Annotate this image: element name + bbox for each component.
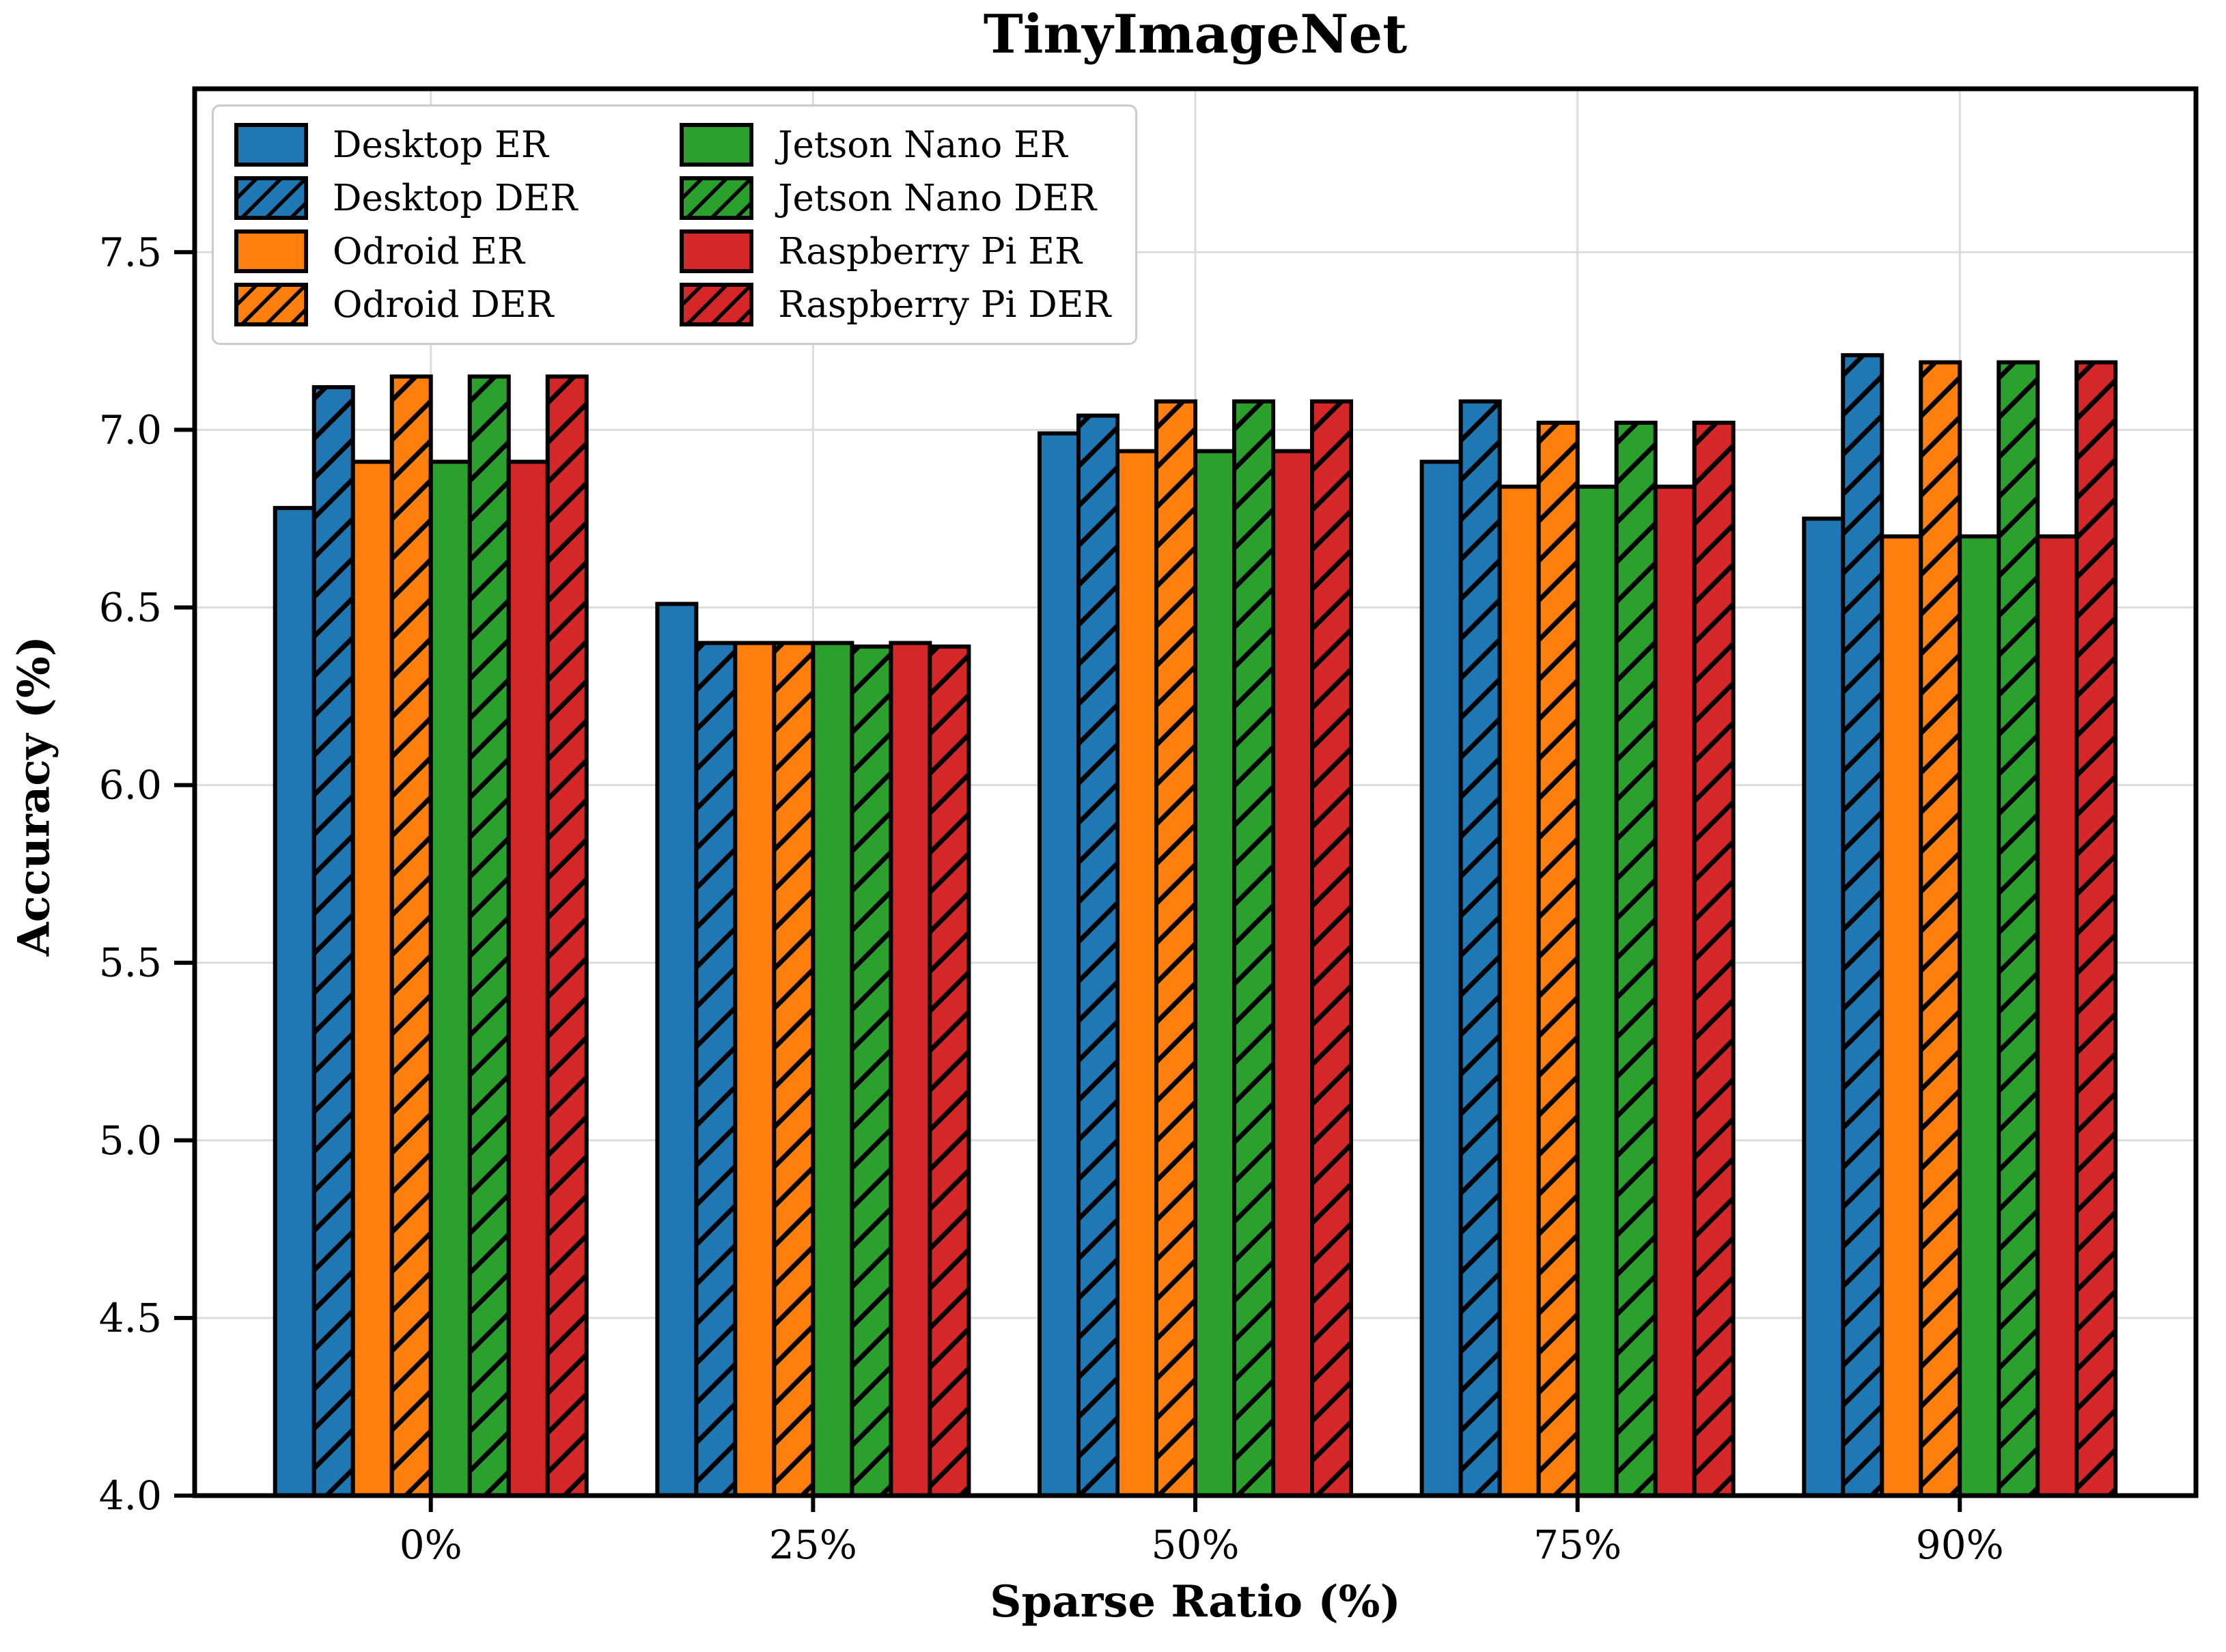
x-tick-label: 25%: [769, 1522, 857, 1568]
bar-odroid-der-25-: [772, 641, 816, 1498]
legend-label: Jetson Nano DER: [778, 177, 1097, 219]
bar-jetson-nano-er-50-: [1193, 449, 1236, 1498]
chart-title: TinyImageNet: [983, 3, 1408, 66]
bar-jetson-nano-der-90-: [1997, 360, 2040, 1498]
bar-raspberry-pi-er-0-: [506, 460, 550, 1498]
bar-desktop-er-25-: [655, 602, 699, 1498]
legend-item-odroid-der: Odroid DER: [234, 283, 577, 326]
legend-label: Raspberry Pi DER: [778, 283, 1111, 326]
bar-desktop-der-0-: [311, 384, 355, 1498]
bar-jetson-nano-er-25-: [811, 641, 854, 1498]
bar-desktop-der-25-: [694, 641, 738, 1498]
bar-raspberry-pi-der-25-: [928, 644, 971, 1498]
bar-raspberry-pi-der-75-: [1692, 420, 1736, 1498]
legend-item-jetson-nano-er: Jetson Nano ER: [680, 123, 1111, 167]
bar-odroid-er-75-: [1497, 484, 1541, 1498]
bar-odroid-er-25-: [733, 641, 777, 1498]
y-tick-label: 6.0: [99, 762, 162, 809]
bar-raspberry-pi-der-50-: [1310, 399, 1353, 1498]
bar-desktop-er-75-: [1419, 460, 1463, 1498]
bar-jetson-nano-er-0-: [428, 460, 472, 1498]
legend-item-raspberry-pi-der: Raspberry Pi DER: [680, 283, 1111, 326]
legend-item-jetson-nano-der: Jetson Nano DER: [680, 176, 1111, 220]
x-tick-label: 0%: [400, 1522, 462, 1568]
bar-jetson-nano-der-25-: [850, 644, 893, 1498]
legend-item-raspberry-pi-er: Raspberry Pi ER: [680, 229, 1111, 273]
bar-desktop-der-75-: [1458, 399, 1502, 1498]
bar-odroid-er-0-: [350, 460, 394, 1498]
bar-desktop-der-50-: [1076, 413, 1119, 1498]
y-tick-label: 6.5: [99, 584, 162, 630]
x-tick-label: 75%: [1533, 1522, 1622, 1568]
legend-label: Jetson Nano ER: [778, 124, 1068, 166]
legend-swatch-solid: [680, 123, 754, 167]
legend-swatch-solid: [680, 229, 754, 273]
bar-jetson-nano-er-75-: [1575, 484, 1619, 1498]
bar-desktop-er-90-: [1802, 516, 1846, 1498]
legend-swatch-hatched: [680, 176, 754, 220]
bar-raspberry-pi-er-25-: [889, 641, 932, 1498]
bar-raspberry-pi-er-75-: [1653, 484, 1697, 1498]
legend-item-desktop-der: Desktop DER: [234, 176, 577, 220]
bar-odroid-der-0-: [389, 374, 433, 1498]
y-tick-label: 7.5: [99, 229, 162, 275]
legend-swatch-solid: [234, 229, 308, 273]
x-tick-label: 90%: [1916, 1522, 2004, 1568]
legend-label: Desktop ER: [333, 124, 548, 166]
legend-item-odroid-er: Odroid ER: [234, 229, 577, 273]
bar-desktop-der-90-: [1841, 353, 1884, 1498]
legend-label: Raspberry Pi ER: [778, 230, 1082, 272]
bar-odroid-der-75-: [1536, 420, 1580, 1498]
bar-raspberry-pi-der-0-: [545, 374, 589, 1498]
bar-odroid-der-90-: [1919, 360, 1962, 1498]
bar-jetson-nano-er-90-: [1958, 534, 2001, 1498]
bar-desktop-er-50-: [1038, 431, 1081, 1498]
legend-label: Odroid DER: [333, 283, 554, 326]
bar-odroid-der-50-: [1154, 399, 1197, 1498]
y-tick-label: 4.5: [99, 1295, 162, 1341]
bar-jetson-nano-der-0-: [467, 374, 511, 1498]
y-tick-label: 4.0: [99, 1472, 162, 1519]
x-axis-label: Sparse Ratio (%): [990, 1576, 1401, 1627]
legend-label: Desktop DER: [333, 177, 578, 219]
bar-raspberry-pi-er-90-: [2035, 534, 2079, 1498]
legend: Desktop ER Jetson Nano ER Desktop DER Jetso…: [212, 104, 1138, 345]
y-tick-label: 5.5: [99, 940, 162, 986]
bar-raspberry-pi-er-50-: [1271, 449, 1314, 1498]
legend-label: Odroid ER: [333, 230, 525, 272]
y-tick-label: 5.0: [99, 1117, 162, 1164]
legend-swatch-hatched: [234, 176, 308, 220]
legend-swatch-hatched: [680, 283, 754, 326]
bar-jetson-nano-der-75-: [1614, 420, 1658, 1498]
bar-odroid-er-90-: [1880, 534, 1923, 1498]
legend-swatch-solid: [234, 123, 308, 167]
legend-swatch-hatched: [234, 283, 308, 326]
bar-odroid-er-50-: [1115, 449, 1158, 1498]
legend-item-desktop-er: Desktop ER: [234, 123, 577, 167]
bar-desktop-er-0-: [273, 505, 316, 1498]
x-tick-label: 50%: [1152, 1522, 1240, 1568]
bar-raspberry-pi-der-90-: [2074, 360, 2118, 1498]
bar-jetson-nano-der-50-: [1232, 399, 1275, 1498]
y-tick-label: 7.0: [99, 406, 162, 453]
